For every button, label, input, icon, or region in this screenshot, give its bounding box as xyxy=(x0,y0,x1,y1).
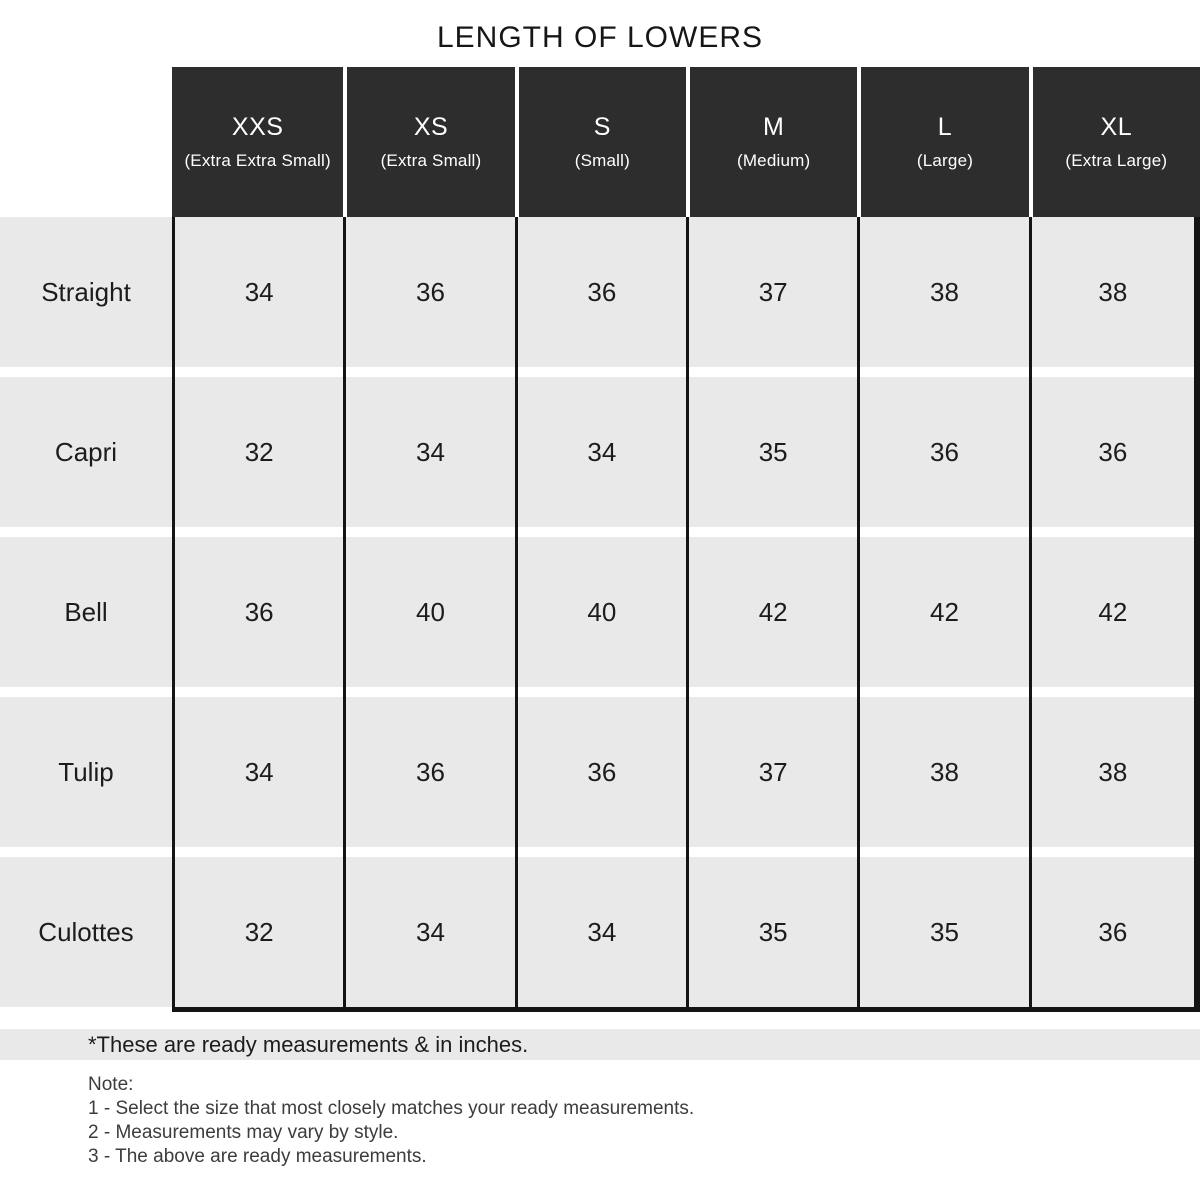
row-label-bell: Bell xyxy=(0,537,172,697)
size-full-name: (Extra Large) xyxy=(1065,151,1168,170)
measurement-cell: 36 xyxy=(172,537,344,697)
measurement-cell: 32 xyxy=(172,857,344,1012)
measurement-cell: 42 xyxy=(857,537,1029,697)
measurement-cell: 36 xyxy=(514,697,686,857)
size-abbr: L xyxy=(937,113,953,141)
measurement-cell: 37 xyxy=(685,697,858,857)
measurement-cell: 34 xyxy=(343,857,515,1012)
measurement-cell: 32 xyxy=(172,377,344,537)
note-item: 3 - The above are ready measurements. xyxy=(88,1146,427,1167)
measurement-cell: 38 xyxy=(1028,697,1200,857)
column-header-l: L (Large) xyxy=(857,67,1029,217)
size-abbr: XXS xyxy=(231,113,284,141)
row-label-tulip: Tulip xyxy=(0,697,172,857)
measurement-cell: 34 xyxy=(514,377,686,537)
measurement-cell: 36 xyxy=(857,377,1029,537)
size-chart-table: XXS (Extra Extra Small) XS (Extra Small)… xyxy=(0,67,1200,1012)
size-full-name: (Extra Small) xyxy=(380,151,482,170)
measurement-cell: 42 xyxy=(685,537,858,697)
measurement-cell: 38 xyxy=(857,217,1029,377)
measurement-cell: 35 xyxy=(685,857,858,1012)
measurement-cell: 36 xyxy=(1028,857,1200,1012)
row-label-straight: Straight xyxy=(0,217,172,377)
column-header-s: S (Small) xyxy=(514,67,686,217)
measurement-cell: 35 xyxy=(685,377,858,537)
header-corner-spacer xyxy=(0,67,172,217)
size-full-name: (Medium) xyxy=(736,151,811,170)
column-header-xs: XS (Extra Small) xyxy=(343,67,515,217)
footnote-band: *These are ready measurements & in inche… xyxy=(0,1029,1200,1060)
measurement-cell: 34 xyxy=(343,377,515,537)
row-label-capri: Capri xyxy=(0,377,172,537)
size-full-name: (Large) xyxy=(916,151,974,170)
column-header-xl: XL (Extra Large) xyxy=(1028,67,1200,217)
page-title: LENGTH OF LOWERS xyxy=(436,21,764,54)
size-full-name: (Extra Extra Small) xyxy=(184,151,331,170)
measurement-cell: 38 xyxy=(1028,217,1200,377)
measurement-cell: 36 xyxy=(343,697,515,857)
measurement-cell: 36 xyxy=(343,217,515,377)
size-full-name: (Small) xyxy=(574,151,630,170)
measurement-cell: 34 xyxy=(172,217,344,377)
measurement-cell: 37 xyxy=(685,217,858,377)
measurement-cell: 34 xyxy=(514,857,686,1012)
notes-section: Note: 1 - Select the size that most clos… xyxy=(88,1073,1200,1169)
size-abbr: S xyxy=(593,113,611,141)
note-item: 1 - Select the size that most closely ma… xyxy=(88,1098,695,1119)
measurement-cell: 35 xyxy=(857,857,1029,1012)
footnote-text: *These are ready measurements & in inche… xyxy=(88,1031,529,1057)
column-header-xxs: XXS (Extra Extra Small) xyxy=(172,67,344,217)
measurement-cell: 36 xyxy=(1028,377,1200,537)
size-abbr: XS xyxy=(413,113,449,141)
column-header-m: M (Medium) xyxy=(685,67,858,217)
notes-heading: Note: xyxy=(88,1074,134,1095)
measurement-cell: 36 xyxy=(514,217,686,377)
size-abbr: M xyxy=(762,113,785,141)
measurement-cell: 42 xyxy=(1028,537,1200,697)
note-item: 2 - Measurements may vary by style. xyxy=(88,1122,399,1143)
size-abbr: XL xyxy=(1100,113,1133,141)
measurement-cell: 40 xyxy=(514,537,686,697)
row-label-culottes: Culottes xyxy=(0,857,172,1007)
measurement-cell: 40 xyxy=(343,537,515,697)
measurement-cell: 34 xyxy=(172,697,344,857)
measurement-cell: 38 xyxy=(857,697,1029,857)
